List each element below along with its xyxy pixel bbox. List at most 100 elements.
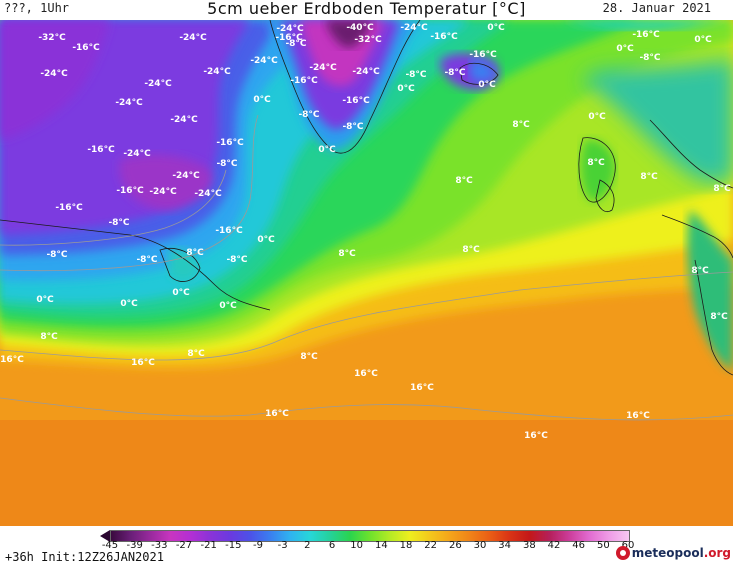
temperature-label: -8°C xyxy=(342,122,363,132)
temperature-label: -24°C xyxy=(309,63,337,73)
scale-tick-label: 10 xyxy=(350,540,364,551)
temperature-label: -8°C xyxy=(136,255,157,265)
temperature-label: -16°C xyxy=(72,43,100,53)
meteopool-logo-icon xyxy=(615,546,630,560)
temperature-label: 0°C xyxy=(120,299,138,309)
temperature-label: -8°C xyxy=(216,159,237,169)
logo-tld-text: .org xyxy=(703,546,731,560)
temperature-label: -8°C xyxy=(298,110,319,120)
scale-tick-label: 14 xyxy=(374,540,388,551)
scale-tick-label: -15 xyxy=(225,540,242,551)
scale-tick-label: 50 xyxy=(596,540,610,551)
coastlines xyxy=(0,20,733,376)
temperature-label: -16°C xyxy=(632,30,660,40)
temperature-label: -16°C xyxy=(87,145,115,155)
temperature-label: -16°C xyxy=(216,138,244,148)
temperature-label: -16°C xyxy=(275,33,303,43)
header-bar: ???, 1Uhr 5cm ueber Erdboden Temperatur … xyxy=(0,0,733,20)
scale-tick-label: 34 xyxy=(498,540,512,551)
scandinavia-land xyxy=(580,60,733,182)
color-scale-bar xyxy=(110,530,630,542)
greenland-coldest xyxy=(325,20,372,48)
temperature-label: 8°C xyxy=(640,172,658,182)
scale-tick-label: -33 xyxy=(151,540,168,551)
temperature-label: 0°C xyxy=(172,288,190,298)
temperature-label: 16°C xyxy=(265,409,289,419)
temperature-label: -16°C xyxy=(469,50,497,60)
legend-low-arrow-icon xyxy=(100,530,110,542)
temperature-label: 0°C xyxy=(694,35,712,45)
temperature-label: 0°C xyxy=(219,301,237,311)
scale-tick-label: 6 xyxy=(328,540,336,551)
temperature-label: -16°C xyxy=(215,226,243,236)
model-run-info: +36h Init:12Z26JAN2021 xyxy=(5,550,164,564)
temperature-label: -16°C xyxy=(55,203,83,213)
scale-tick-label: -27 xyxy=(175,540,193,551)
temperature-label: -8°C xyxy=(444,68,465,78)
isotherms xyxy=(0,114,733,421)
temperature-label: 0°C xyxy=(397,84,415,94)
temperature-label: -32°C xyxy=(38,33,66,43)
map-canvas: -32°C-16°C-24°C-24°C-16°C-8°C-40°C-32°C-… xyxy=(0,20,733,526)
newfoundland xyxy=(168,248,199,282)
temperature-label: -24°C xyxy=(172,171,200,181)
temperature-label: -24°C xyxy=(352,67,380,77)
iceland xyxy=(470,59,495,82)
warmer-southern-band xyxy=(0,420,733,526)
temperature-label: -8°C xyxy=(405,70,426,80)
scale-tick-label: 46 xyxy=(572,540,586,551)
temperature-label: 8°C xyxy=(338,249,356,259)
map-title: 5cm ueber Erdboden Temperatur [°C] xyxy=(207,0,526,18)
temperature-map: -32°C -16°C -24°C -24°C -16°C -8°C -40°C -32°C -… xyxy=(0,20,733,526)
temperature-label: 16°C xyxy=(524,431,548,441)
temperature-labels: -32°C-16°C-24°C-24°C-16°C-8°C-40°C-32°C-… xyxy=(0,23,731,441)
temperature-label: 0°C xyxy=(318,145,336,155)
temperature-label: -24°C xyxy=(170,115,198,125)
temperature-label: -32°C xyxy=(354,35,382,45)
temperature-label: -40°C xyxy=(346,23,374,33)
temperature-label: -24°C xyxy=(179,33,207,43)
zone-minus32c xyxy=(0,20,110,140)
scale-tick-label: -3 xyxy=(277,540,288,551)
meteopool-logo[interactable]: meteopool.org xyxy=(615,544,731,562)
temperature-label: 8°C xyxy=(187,349,205,359)
temperature-label: 0°C xyxy=(478,80,496,90)
temperature-label: -8°C xyxy=(285,39,306,49)
temperature-label: -24°C xyxy=(123,149,151,159)
temperature-label: 8°C xyxy=(587,158,605,168)
temperature-label: -24°C xyxy=(149,187,177,197)
temperature-label: -24°C xyxy=(40,69,68,79)
scale-tick-label: -21 xyxy=(200,540,217,551)
temperature-label: 0°C xyxy=(36,295,54,305)
temperature-label: 16°C xyxy=(131,358,155,368)
footer: -45 -39 -33 -27 -21 -15 -9 -3 2 6 10 14 18 22 26 30 34 38… xyxy=(0,526,733,566)
temperature-label: 16°C xyxy=(0,355,24,365)
arctic-coast-ne xyxy=(560,20,733,31)
temperature-label: -16°C xyxy=(342,96,370,106)
temperature-label: 0°C xyxy=(253,95,271,105)
temperature-label: 8°C xyxy=(710,312,728,322)
temperature-label: -24°C xyxy=(276,24,304,34)
temperature-label: 8°C xyxy=(300,352,318,362)
temperature-label: -8°C xyxy=(226,255,247,265)
temperature-label: -16°C xyxy=(430,32,458,42)
scale-tick-label: -39 xyxy=(126,540,143,551)
scale-tick-label: 22 xyxy=(424,540,438,551)
scale-tick-label: 30 xyxy=(473,540,487,551)
scale-tick-label: 2 xyxy=(304,540,311,551)
temperature-label: -16°C xyxy=(116,186,144,196)
forecast-date: 28. Januar 2021 xyxy=(602,1,711,15)
scale-tick-label: -9 xyxy=(253,540,263,551)
temperature-label: 16°C xyxy=(410,383,434,393)
british-isles xyxy=(580,139,615,201)
temperature-label: 8°C xyxy=(186,248,204,258)
temperature-label: -24°C xyxy=(144,79,172,89)
temperature-label: 16°C xyxy=(354,369,378,379)
temperature-label: 0°C xyxy=(257,235,275,245)
temperature-label: -24°C xyxy=(400,23,428,33)
temperature-label: 8°C xyxy=(40,332,58,342)
temperature-label: 8°C xyxy=(512,120,530,130)
temperature-label: -8°C xyxy=(46,250,67,260)
logo-main-text: meteopool xyxy=(631,546,704,560)
temperature-label: 8°C xyxy=(455,176,473,186)
